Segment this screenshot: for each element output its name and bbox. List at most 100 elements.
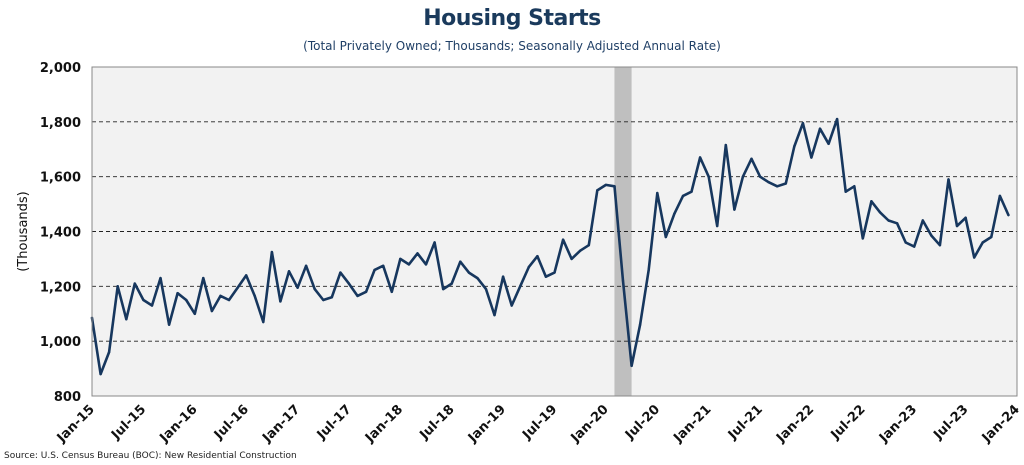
data-point bbox=[964, 216, 967, 219]
data-point bbox=[167, 323, 171, 326]
data-point bbox=[561, 238, 565, 241]
x-tick-label: Jan-21 bbox=[670, 402, 714, 446]
y-tick-label: 1,200 bbox=[40, 280, 81, 295]
x-tick-label: Jul-15 bbox=[108, 402, 149, 443]
data-point bbox=[107, 350, 111, 354]
data-point bbox=[853, 185, 856, 188]
data-point bbox=[570, 257, 573, 261]
data-point bbox=[793, 145, 796, 148]
data-point bbox=[878, 211, 882, 214]
data-point bbox=[527, 265, 530, 269]
data-point bbox=[116, 285, 119, 288]
data-point bbox=[895, 222, 899, 225]
data-point bbox=[544, 275, 548, 278]
data-point bbox=[784, 182, 787, 185]
data-point bbox=[604, 183, 608, 187]
plot-frame bbox=[91, 66, 1018, 397]
data-point bbox=[373, 268, 376, 272]
data-point bbox=[253, 294, 256, 298]
x-tick-label: Jan-20 bbox=[568, 402, 612, 446]
data-point bbox=[921, 219, 924, 222]
x-tick-label: Jan-16 bbox=[157, 402, 201, 446]
y-axis-label: (Thousands) bbox=[16, 191, 31, 272]
x-tick-label: Jul-23 bbox=[930, 402, 971, 443]
data-point bbox=[681, 194, 685, 198]
data-point bbox=[202, 276, 205, 280]
data-point bbox=[698, 156, 702, 159]
data-point bbox=[870, 200, 873, 203]
data-point bbox=[835, 117, 839, 121]
data-point bbox=[938, 244, 942, 247]
data-point bbox=[973, 256, 976, 259]
data-point bbox=[861, 237, 864, 240]
y-tick-label: 1,800 bbox=[40, 116, 81, 131]
data-point bbox=[733, 208, 736, 211]
data-point bbox=[673, 212, 676, 215]
data-point bbox=[176, 292, 179, 295]
data-point bbox=[476, 276, 479, 280]
data-point bbox=[296, 286, 299, 289]
data-point bbox=[99, 372, 102, 376]
data-point bbox=[433, 241, 436, 244]
data-point bbox=[519, 285, 522, 288]
data-point bbox=[185, 298, 188, 302]
x-tick-label: Jul-22 bbox=[828, 402, 869, 443]
data-point bbox=[227, 298, 231, 302]
data-point bbox=[304, 264, 308, 267]
data-point bbox=[390, 290, 393, 293]
data-point bbox=[536, 255, 539, 258]
x-tick-label: Jul-17 bbox=[314, 402, 355, 443]
data-point bbox=[279, 300, 282, 303]
data-point bbox=[442, 287, 445, 291]
data-point bbox=[767, 181, 770, 184]
data-point bbox=[990, 235, 993, 239]
data-point bbox=[827, 142, 830, 145]
data-point bbox=[356, 294, 359, 298]
data-point bbox=[407, 263, 411, 266]
data-point bbox=[621, 279, 625, 283]
x-tick-label: Jan-22 bbox=[773, 402, 817, 446]
source-note: Source: U.S. Census Bureau (BOC): New Re… bbox=[4, 451, 297, 461]
series-line bbox=[90, 117, 1010, 376]
data-point bbox=[724, 143, 727, 147]
data-point bbox=[750, 157, 753, 160]
data-point bbox=[450, 282, 453, 285]
x-tick-label: Jul-16 bbox=[211, 402, 252, 443]
data-point bbox=[656, 191, 659, 195]
data-point bbox=[913, 245, 916, 248]
data-point bbox=[493, 313, 496, 317]
data-point bbox=[1007, 213, 1010, 217]
data-point bbox=[776, 185, 779, 188]
x-tick-label: Jan-23 bbox=[876, 402, 920, 446]
data-point bbox=[133, 282, 136, 285]
y-tick-label: 1,000 bbox=[40, 335, 81, 350]
data-point bbox=[981, 241, 984, 244]
data-point bbox=[382, 264, 385, 267]
data-point bbox=[947, 178, 950, 181]
data-point bbox=[510, 304, 513, 307]
y-tick-label: 1,400 bbox=[40, 226, 81, 241]
data-point bbox=[741, 175, 745, 178]
data-point bbox=[553, 271, 556, 274]
data-point bbox=[416, 252, 419, 255]
data-point bbox=[159, 276, 162, 280]
data-point bbox=[322, 298, 325, 302]
data-point bbox=[150, 304, 154, 307]
chart-title: Housing Starts bbox=[423, 6, 601, 31]
x-tick-label: Jan-19 bbox=[465, 402, 509, 446]
x-tick-label: Jul-21 bbox=[725, 402, 766, 443]
data-point bbox=[955, 224, 959, 228]
data-point bbox=[193, 312, 196, 315]
data-point bbox=[630, 364, 633, 367]
data-point bbox=[467, 271, 471, 274]
data-point bbox=[613, 185, 616, 188]
data-point bbox=[424, 263, 428, 266]
data-point bbox=[501, 275, 505, 278]
data-point bbox=[587, 244, 590, 247]
x-tick-label: Jul-19 bbox=[519, 402, 560, 443]
x-tick-label: Jul-20 bbox=[622, 402, 663, 443]
data-point bbox=[596, 189, 599, 192]
data-point bbox=[930, 234, 933, 237]
data-point bbox=[690, 190, 693, 193]
x-tick-label: Jan-17 bbox=[259, 402, 303, 446]
